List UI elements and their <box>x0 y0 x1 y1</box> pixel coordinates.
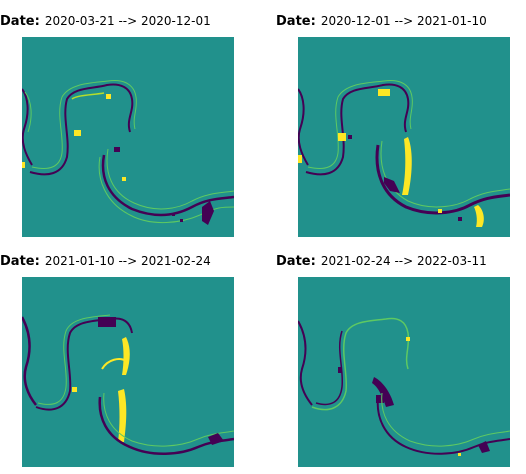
panel-4-caption: Date: 2021-02-24 --> 2022-03-11 <box>276 250 487 270</box>
panel-1-caption: Date: 2020-03-21 --> 2020-12-01 <box>0 10 211 30</box>
panel-1-date-range: 2020-03-21 --> 2020-12-01 <box>44 14 211 28</box>
panel-3: Date: 2021-01-10 --> 2021-02-24 <box>0 250 240 474</box>
panel-1-change-map <box>22 37 234 237</box>
panel-1-date-label: Date: <box>0 14 40 29</box>
panel-3-caption: Date: 2021-01-10 --> 2021-02-24 <box>0 250 211 270</box>
panel-4: Date: 2021-02-24 --> 2022-03-11 <box>276 250 516 474</box>
panel-4-date-label: Date: <box>276 254 316 269</box>
panel-4-change-map <box>298 277 510 467</box>
panel-1: Date: 2020-03-21 --> 2020-12-01 <box>0 10 240 240</box>
panel-2-caption: Date: 2020-12-01 --> 2021-01-10 <box>276 10 487 30</box>
panel-2-date-range: 2020-12-01 --> 2021-01-10 <box>320 14 487 28</box>
panel-3-date-range: 2021-01-10 --> 2021-02-24 <box>44 254 211 268</box>
panel-4-date-range: 2021-02-24 --> 2022-03-11 <box>320 254 487 268</box>
panel-2-date-label: Date: <box>276 14 316 29</box>
panel-3-change-map <box>22 277 234 467</box>
panel-2: Date: 2020-12-01 --> 2021-01-10 <box>276 10 516 240</box>
panel-3-date-label: Date: <box>0 254 40 269</box>
panel-2-change-map <box>298 37 510 237</box>
